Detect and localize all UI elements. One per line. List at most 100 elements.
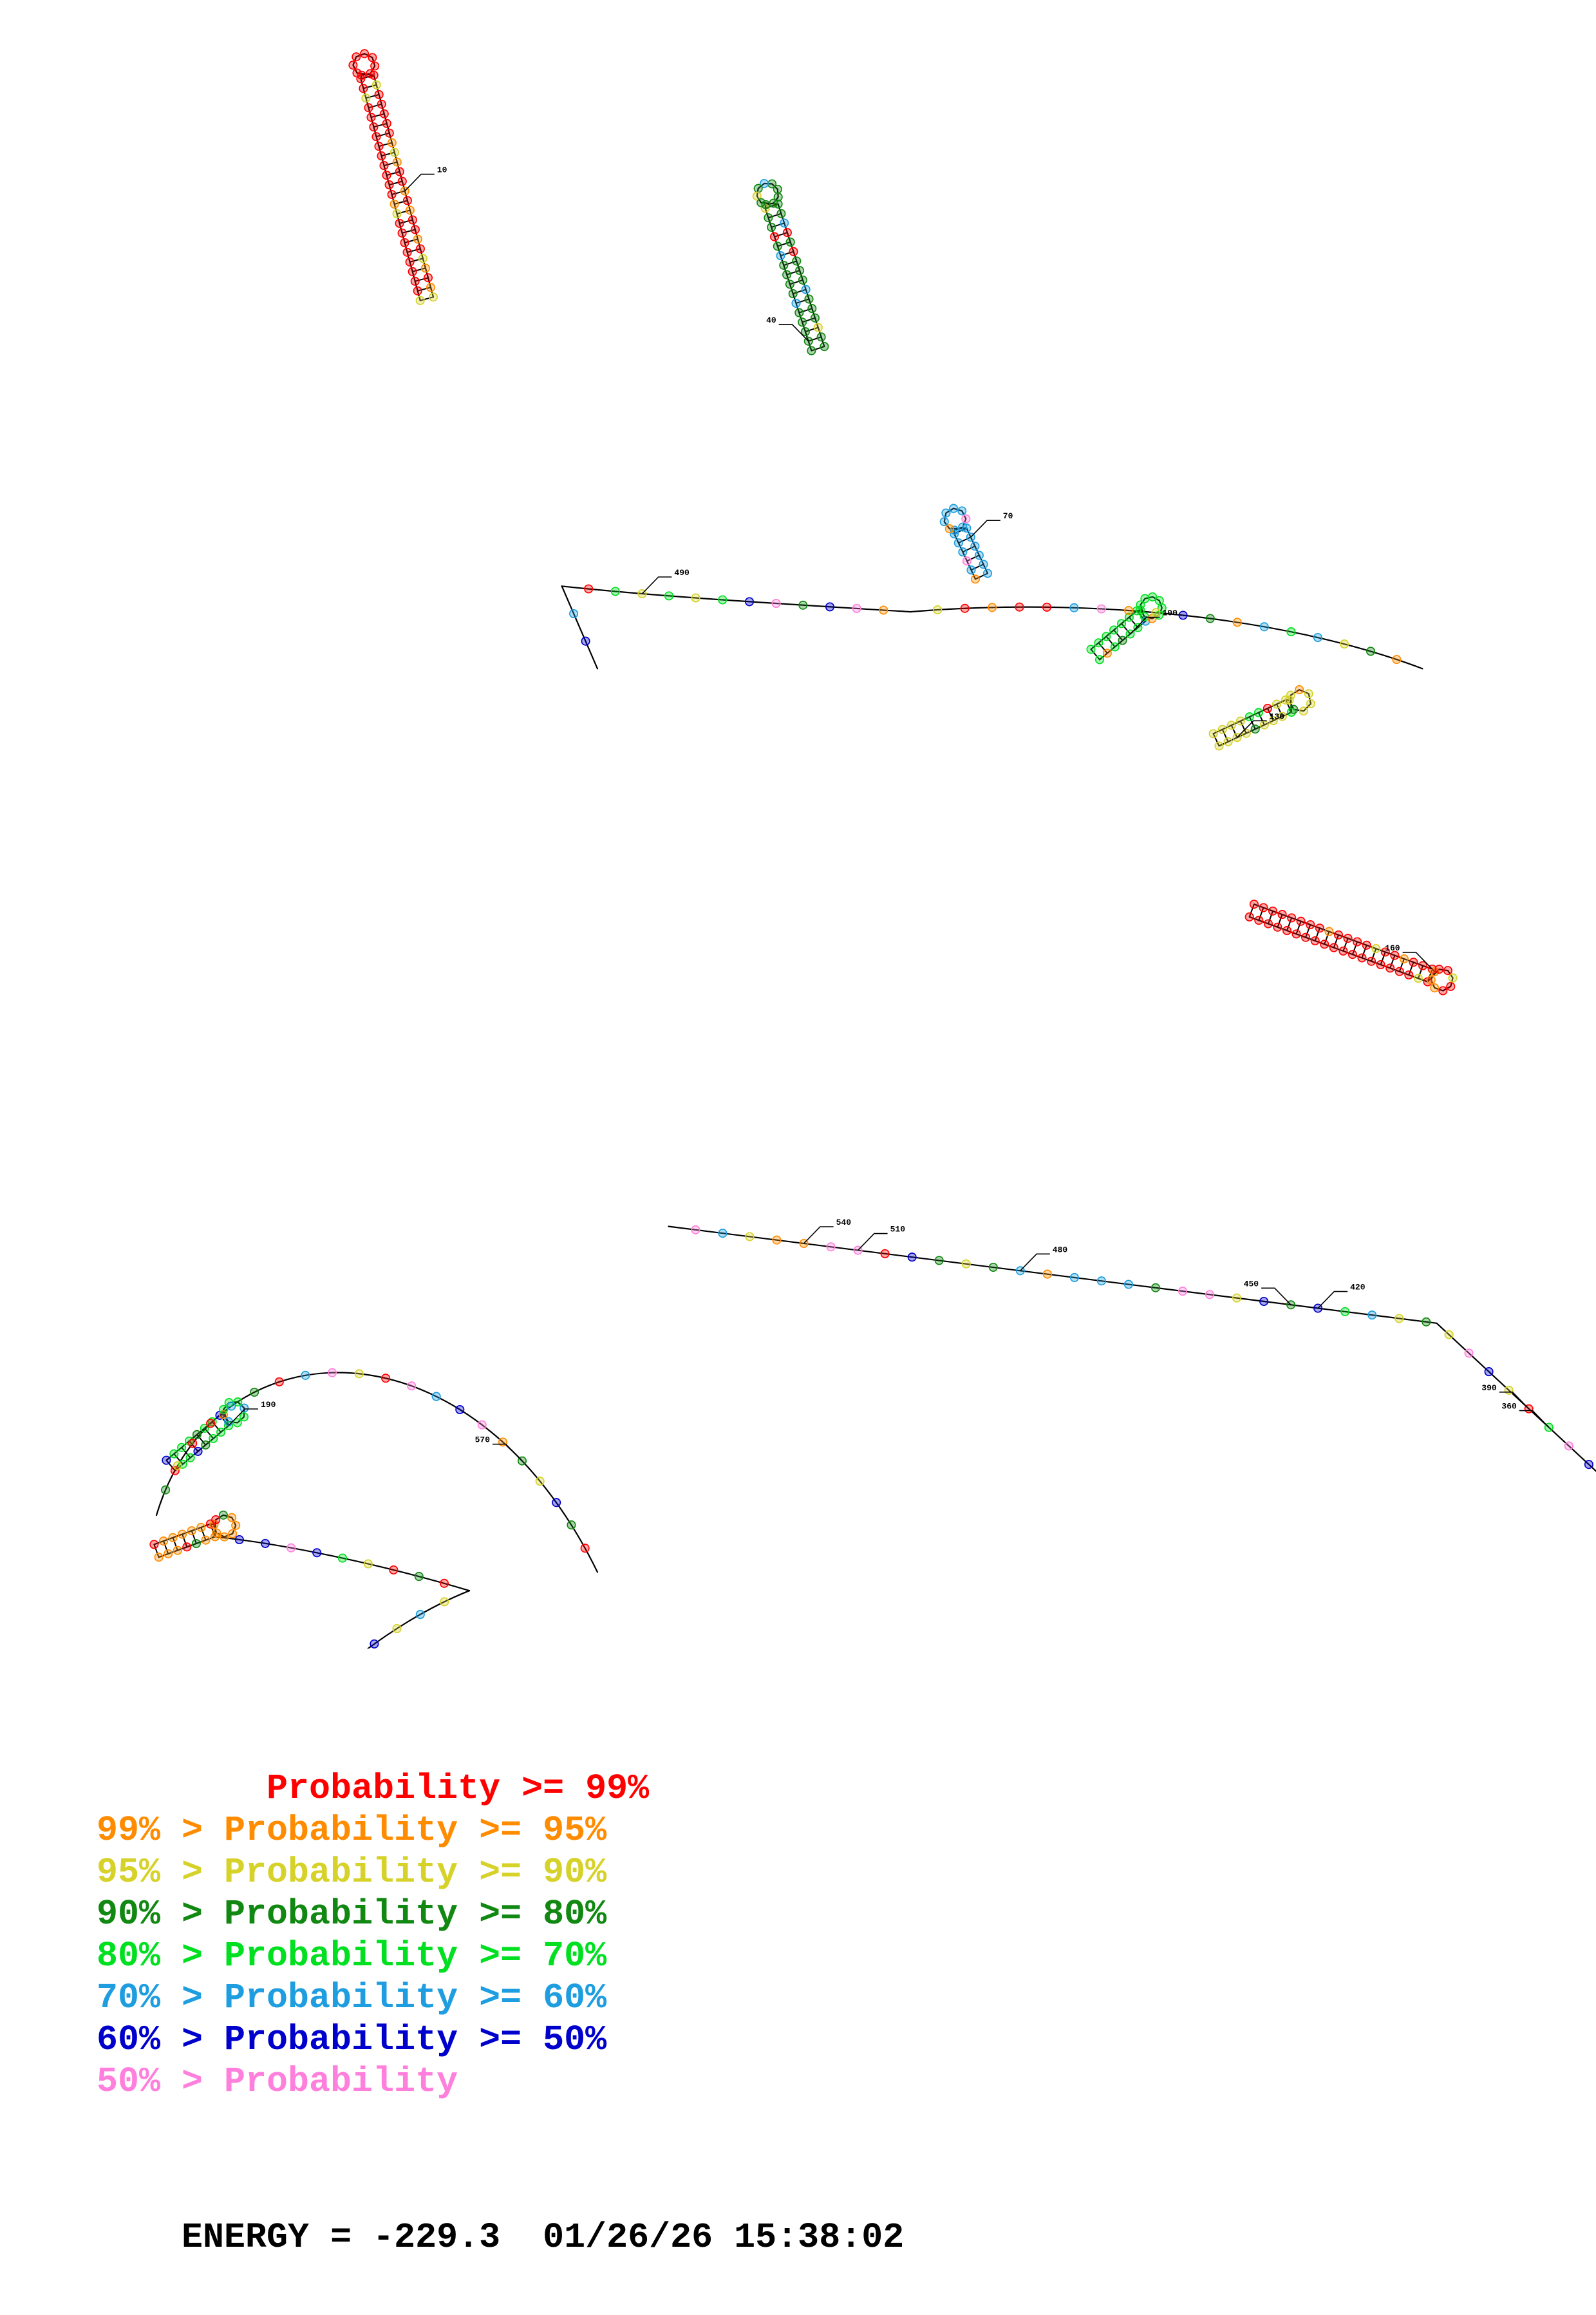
nucleotide-circle: [793, 257, 800, 265]
nucleotide-circle: [406, 258, 413, 266]
nucleotide-circle: [212, 1529, 220, 1536]
nucleotide-circle: [1372, 945, 1380, 952]
nucleotide-circle: [1273, 700, 1281, 708]
single-strand-nucleotide: [1098, 605, 1105, 612]
nucleotide-circle: [396, 167, 404, 175]
nucleotide-circle: [400, 239, 408, 247]
nucleotide-circle: [1237, 717, 1244, 725]
single-strand-nucleotide: [567, 1521, 575, 1529]
nucleotide-circle: [1444, 967, 1452, 974]
single-strand-nucleotide: [853, 605, 861, 612]
nucleotide-circle: [393, 210, 400, 218]
nucleotide-circle: [1339, 947, 1347, 955]
position-label: 390: [1481, 1383, 1497, 1393]
nucleotide-circle: [183, 1543, 191, 1551]
single-strand-nucleotide: [585, 585, 592, 592]
nucleotide-circle: [1447, 983, 1454, 990]
nucleotide-circle: [1094, 639, 1102, 647]
nucleotide-circle: [796, 267, 803, 274]
position-leader-line: [971, 520, 1000, 537]
nucleotide-circle: [240, 1413, 248, 1421]
nucleotide-circle: [1255, 916, 1263, 924]
nucleotide-circle: [1102, 632, 1110, 640]
single-strand-nucleotide: [1179, 611, 1187, 619]
nucleotide-circle: [388, 191, 395, 198]
nucleotide-circle: [424, 274, 432, 281]
energy-timestamp-footer: ENERGY = -229.3 01/26/26 15:38:02: [0, 2160, 1596, 2212]
nucleotide-circle: [1427, 976, 1435, 983]
nucleotide-circle: [787, 238, 794, 246]
nucleotide-circle: [795, 308, 803, 316]
single-strand-nucleotide: [382, 1374, 390, 1382]
nucleotide-circle: [950, 504, 957, 512]
single-strand-nucleotide: [1152, 609, 1159, 616]
nucleotide-circle: [386, 129, 393, 137]
single-strand-bead-layer: [17, 585, 1596, 1649]
nucleotide-circle: [959, 548, 966, 556]
nucleotide-circle: [378, 100, 386, 108]
single-strand-nucleotide: [189, 1439, 196, 1447]
nucleotide-circle: [1439, 987, 1447, 994]
nucleotide-circle: [388, 139, 396, 147]
nucleotide-circle: [372, 133, 380, 140]
position-label: 70: [1003, 511, 1013, 521]
nucleotide-circle: [1259, 903, 1267, 911]
single-strand-nucleotide: [1393, 656, 1400, 663]
nucleotide-circle: [755, 185, 762, 193]
position-leader-line: [642, 577, 671, 594]
legend-row-p60: 70% > Probability >= 60%: [0, 1977, 1596, 2019]
nucleotide-circle: [371, 62, 379, 70]
single-strand-nucleotide: [1445, 1330, 1452, 1338]
position-leader-line: [1020, 1254, 1050, 1271]
single-strand-nucleotide: [174, 1462, 182, 1469]
nucleotide-circle: [382, 171, 390, 179]
single-strand-nucleotide: [499, 1438, 507, 1446]
nucleotide-circle: [194, 1448, 202, 1455]
nucleotide-circle: [1316, 924, 1324, 932]
nucleotide-circle: [174, 1546, 182, 1554]
single-strand-nucleotide: [236, 1536, 243, 1544]
nucleotide-circle: [417, 297, 424, 305]
single-strand-nucleotide: [1395, 1314, 1403, 1322]
nucleotide-circle: [380, 110, 388, 118]
nucleotide-circle: [984, 569, 991, 577]
nucleotide-circle: [375, 91, 383, 99]
nucleotide-circle: [1246, 713, 1253, 721]
nucleotide-circle: [1431, 984, 1438, 992]
nucleotide-circle: [799, 276, 807, 284]
single-strand-nucleotide: [988, 603, 996, 611]
nucleotide-circle: [768, 180, 776, 187]
single-strand-nucleotide: [328, 1369, 336, 1377]
nucleotide-circle: [409, 268, 417, 276]
single-strand-nucleotide: [1206, 614, 1214, 622]
single-strand-nucleotide: [1565, 1442, 1573, 1450]
nucleotide-circle: [399, 177, 406, 185]
position-leader-line: [1318, 1292, 1347, 1309]
single-strand-nucleotide: [961, 605, 969, 612]
nucleotide-circle: [197, 1524, 205, 1531]
nucleotide-circle: [155, 1553, 162, 1561]
nucleotide-circle: [946, 525, 953, 533]
nucleotide-circle: [390, 200, 398, 208]
nucleotide-circle: [1307, 700, 1315, 708]
legend-text-p50: 60% > Probability >= 50%: [97, 2019, 606, 2060]
legend-text-p95: 99% > Probability >= 95%: [97, 1810, 606, 1851]
nucleotide-circle: [1449, 974, 1456, 981]
nucleotide-circle: [164, 1550, 172, 1558]
backbone-left-diagonal: [562, 586, 597, 668]
nucleotide-circle: [955, 539, 962, 547]
nucleotide-circle: [398, 229, 406, 237]
single-strand-nucleotide: [826, 603, 834, 610]
single-strand-nucleotide: [261, 1540, 269, 1547]
single-strand-nucleotide: [1125, 607, 1132, 614]
nucleotide-circle: [777, 210, 785, 218]
nucleotide-circle: [362, 94, 370, 102]
single-strand-nucleotide: [478, 1421, 486, 1429]
legend-text-p90: 95% > Probability >= 90%: [97, 1852, 606, 1893]
nucleotide-circle: [962, 515, 970, 523]
nucleotide-circle: [1103, 649, 1111, 657]
single-strand-nucleotide: [746, 598, 753, 605]
nucleotide-circle: [380, 162, 388, 169]
nucleotide-circle: [817, 333, 825, 341]
position-leader-line: [858, 1234, 888, 1251]
